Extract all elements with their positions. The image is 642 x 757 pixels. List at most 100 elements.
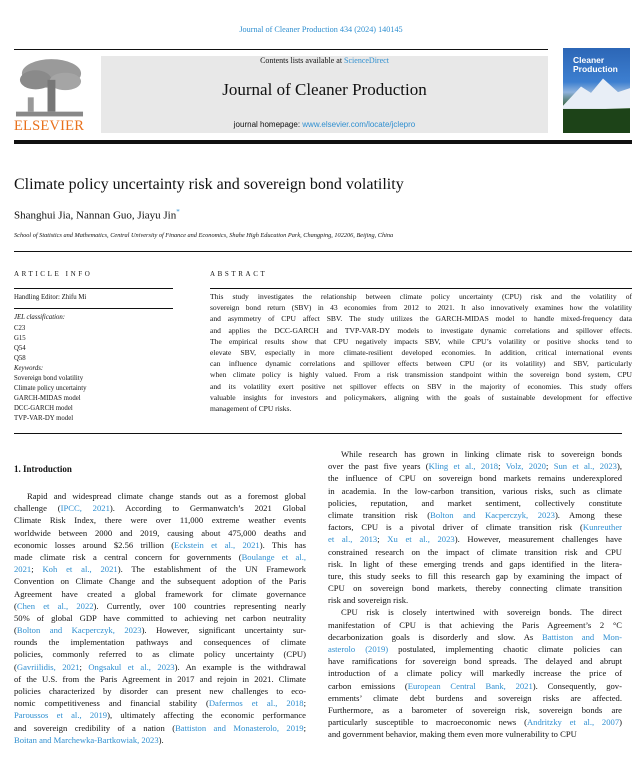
text-segment: valuable insights for investors and poli… (210, 392, 632, 402)
keywords-label: Keywords: (14, 365, 44, 372)
text-line: Furthermore, as a barometer of sovereign… (328, 704, 622, 716)
text-line: Convention on Climate Change and the sub… (14, 575, 306, 587)
text-segment: policies characterized by disorder can p… (14, 686, 306, 696)
header-rule (14, 49, 548, 50)
citation-link[interactable]: Paroussos et al., 2019 (14, 710, 108, 721)
citation-link[interactable]: Battiston and Monasterolo, 2019 (175, 722, 304, 733)
text-segment: postulated, implementing chaotic climate… (388, 644, 622, 654)
citation-link[interactable]: 2021 (14, 564, 32, 575)
citation-link[interactable]: European Central Bank, 2021 (407, 680, 533, 691)
text-line: (Bolton and Kacperczyk, 2023). However, … (14, 624, 306, 636)
text-segment: ; (303, 722, 306, 733)
citation-link[interactable]: Kling et al., 2018 (428, 461, 499, 472)
citation-link[interactable]: Bolton and Kacperczyk, 2023 (430, 509, 555, 520)
text-segment: and sovereign credibility of a nation ( (14, 722, 176, 733)
citation-link[interactable]: Koh et al., 2021 (42, 564, 118, 575)
text-segment: Convention on Climate Change and the sub… (14, 576, 306, 587)
keyword: TVP-VAR-DY model (14, 415, 74, 422)
text-line: and asymmetry of CPU affect SBV. The stu… (210, 313, 632, 324)
text-segment: made climate risk a central concern for … (14, 551, 242, 562)
citation-link[interactable]: Ongsakul et al., 2023 (88, 661, 175, 672)
citation-link[interactable]: asterolo (2019) (328, 644, 389, 654)
right-column-text: While research has grown in linking clim… (328, 448, 622, 741)
citation-link[interactable]: Dafermos et al., 2018 (208, 698, 304, 709)
text-line: the influence of CPU on sovereign bond m… (328, 472, 622, 484)
text-segment: risk and sovereign risk. (328, 595, 409, 606)
text-segment: and government behavior, making them eve… (328, 729, 577, 740)
citation-link[interactable]: Chen et al., 2022 (16, 600, 94, 611)
text-line: over the past five years (Kling et al., … (328, 460, 622, 472)
citation-link[interactable]: Battiston and Mon- (542, 631, 622, 642)
text-line: and sovereign credibility of a nation (B… (14, 722, 306, 734)
citation-link[interactable]: Eckstein et al., 2021 (174, 539, 260, 550)
text-segment: ; (498, 461, 506, 472)
citation-link[interactable]: Volz, 2020 (505, 461, 546, 472)
jel-code: G15 (14, 335, 26, 342)
text-segment: ture, this study seeks to fill this rese… (328, 570, 622, 581)
text-segment: and asymmetry of CPU affect SBV. The stu… (210, 314, 632, 324)
text-line: made climate risk a central concern for … (14, 551, 306, 563)
journal-reference[interactable]: Journal of Cleaner Production 434 (2024)… (239, 25, 403, 34)
editor-rule (14, 308, 173, 309)
citation-link[interactable]: IPCC, 2021 (60, 503, 110, 514)
text-line: 2021; Koh et al., 2021). The establishme… (14, 563, 306, 575)
journal-title: Journal of Cleaner Production (222, 80, 427, 99)
text-segment: rounds the implementation pathways and c… (14, 637, 306, 648)
citation-link[interactable]: Sun et al., 2023 (553, 461, 617, 472)
text-segment: ). This has (259, 539, 306, 550)
text-segment: particularly susceptible to macroeconomi… (328, 717, 527, 728)
keyword: DCC-GARCH model (14, 405, 73, 412)
cover-title: Cleaner Production (573, 55, 618, 74)
citation-link[interactable]: Bolton and Kacperczyk, 2023 (16, 625, 142, 636)
elsevier-wordmark: ELSEVIER (14, 118, 85, 134)
text-segment: ). Currently, over 100 countries represe… (93, 600, 306, 611)
text-line: and applies the DCC-GARCH and TVP-VAR-DY… (210, 325, 632, 336)
text-line: Climate Risk Index, there were over 11,0… (14, 514, 306, 526)
handling-editor: Handling Editor: Zhifu Mi (14, 294, 87, 301)
abstract-heading: ABSTRACT (210, 270, 268, 278)
text-line: can influence dynamic correlations and s… (210, 358, 632, 369)
citation-link[interactable]: Boulange et al., (241, 551, 306, 562)
citation-link[interactable]: Xu et al., 2023 (387, 534, 455, 545)
text-line: challenge (IPCC, 2021). According to Ger… (14, 502, 306, 514)
text-line: This study investigates the relationship… (210, 291, 632, 302)
text-segment: elevate SBV, especially in more climate-… (210, 347, 632, 357)
journal-cover-image[interactable]: Cleaner Production (563, 48, 630, 133)
citation-link[interactable]: Andritzky et al., 2007 (526, 717, 620, 728)
homepage-prefix: journal homepage: (233, 120, 303, 129)
text-segment: can influence dynamic correlations and s… (210, 359, 632, 369)
text-line: (Gavriilidis, 2021; Ongsakul et al., 202… (14, 661, 306, 673)
text-segment: ), (616, 461, 622, 472)
text-segment: ). According to Germanwatch’s 2021 Globa… (109, 503, 306, 514)
text-line: when climate policy is highly valued. Fr… (210, 369, 632, 380)
text-segment: risk. In light of these emerging trends … (328, 558, 622, 569)
affiliation: School of Statistics and Mathematics, Ce… (14, 232, 394, 239)
text-segment: of the U.S. from the Paris Agreement in … (14, 673, 306, 684)
text-line: asterolo (2019) postulated, implementing… (328, 643, 622, 655)
homepage-link[interactable]: www.elsevier.com/locate/jclepro (302, 120, 416, 129)
corresponding-author-mark[interactable]: * (176, 208, 180, 216)
title-rule (14, 251, 632, 252)
citation-link[interactable]: Gavriilidis, 2021 (16, 661, 80, 672)
citation-link[interactable]: Kunreuther (582, 522, 622, 533)
text-line: and its volatility exert positive net sp… (210, 381, 632, 392)
text-segment: ). The establishment of the UN Framework (117, 564, 306, 575)
citation-link[interactable]: Boitan and Marchewka-Bartkowiak, 2023 (14, 734, 159, 745)
text-segment: when climate policy is highly valued. Fr… (210, 370, 632, 380)
citation-link[interactable]: et al., 2013 (328, 534, 378, 545)
text-segment: ) (619, 717, 622, 728)
text-line: CPU risk is closely intertwined with sov… (328, 606, 622, 618)
text-segment: have ramifications for sovereign bond sp… (328, 656, 622, 667)
jel-label: JEL classification: (14, 314, 66, 321)
text-line: et al., 2013; Xu et al., 2023). However,… (328, 533, 622, 545)
text-segment: Rapid and widespread climate change stan… (27, 491, 306, 501)
authors: Shanghui Jia, Nannan Guo, Jiayu Jin (14, 209, 177, 222)
text-segment: ). (158, 734, 164, 745)
text-segment: ( (14, 625, 17, 636)
text-line: policies, commonly referred to as climat… (14, 648, 306, 660)
text-line: rounds the implementation pathways and c… (14, 636, 306, 648)
text-line: risk and sovereign risk. (328, 594, 622, 606)
text-line: worldwide between 2000 and 2019, causing… (14, 527, 306, 539)
text-segment: ; (31, 564, 43, 575)
sciencedirect-link[interactable]: ScienceDirect (344, 56, 389, 65)
